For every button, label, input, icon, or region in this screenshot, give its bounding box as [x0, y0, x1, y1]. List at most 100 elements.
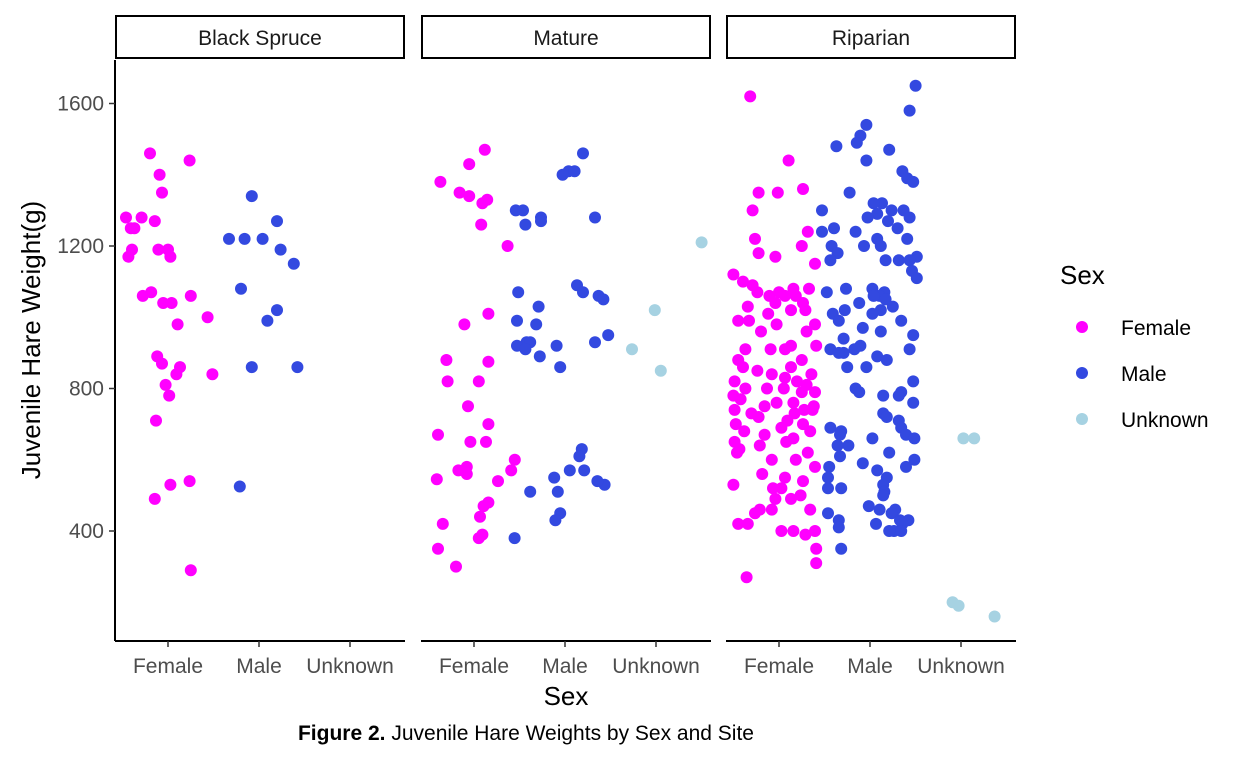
data-point-male	[883, 446, 896, 459]
data-points	[727, 79, 1001, 623]
data-point-male	[853, 386, 866, 399]
data-point-male	[885, 507, 898, 520]
data-point-male	[589, 336, 601, 349]
x-tick-label: Male	[542, 655, 588, 678]
data-point-male	[843, 186, 856, 199]
data-point-male	[554, 361, 567, 374]
data-point-female	[475, 218, 488, 231]
data-point-male	[823, 460, 836, 473]
data-point-male	[883, 143, 896, 156]
data-point-female	[432, 428, 444, 441]
data-point-female	[769, 492, 782, 505]
data-point-female	[728, 375, 741, 388]
data-point-female	[795, 386, 808, 399]
data-point-female	[737, 275, 749, 288]
data-point-female	[758, 428, 771, 441]
data-point-female	[472, 532, 485, 545]
data-point-unknown	[648, 304, 661, 317]
data-point-male	[535, 215, 547, 228]
data-point-female	[152, 243, 165, 256]
data-point-male	[512, 286, 525, 299]
data-point-female	[787, 525, 800, 537]
data-point-female	[501, 240, 514, 252]
y-axis-title: Juvenile Hare Weight(g)	[16, 201, 46, 479]
data-point-female	[201, 311, 214, 324]
data-point-male	[891, 222, 904, 235]
data-point-male	[860, 118, 873, 131]
data-point-male	[835, 482, 848, 495]
data-point-male	[870, 517, 882, 530]
data-point-female	[779, 343, 791, 356]
data-point-female	[136, 289, 149, 302]
data-point-male	[832, 521, 845, 534]
data-point-female	[809, 257, 821, 270]
figure-caption-label: Figure 2.	[297, 722, 386, 745]
data-point-male	[900, 460, 912, 473]
data-point-male	[883, 525, 896, 537]
data-point-female	[741, 517, 754, 530]
data-point-male	[577, 286, 589, 299]
data-point-male	[840, 282, 852, 295]
data-point-female	[789, 453, 802, 466]
data-point-male	[578, 464, 591, 477]
facet-strip-label: Black Spruce	[198, 27, 322, 50]
x-tick-label: Female	[133, 655, 203, 678]
data-point-female	[434, 175, 447, 188]
data-point-male	[874, 325, 887, 338]
data-point-female	[767, 482, 779, 495]
data-point-female	[165, 297, 178, 309]
data-point-female	[775, 525, 788, 537]
data-point-female	[163, 389, 176, 402]
data-point-male	[908, 432, 921, 445]
data-point-female	[752, 247, 765, 260]
data-point-male	[886, 300, 899, 313]
data-point-male	[831, 439, 844, 452]
data-point-male	[909, 79, 922, 92]
data-point-male	[245, 190, 258, 203]
data-point-female	[797, 183, 809, 195]
data-point-male	[867, 197, 880, 210]
x-axis-title: Sex	[544, 681, 589, 711]
data-point-female	[795, 240, 808, 252]
data-point-male	[866, 432, 879, 445]
data-point-male	[892, 254, 905, 267]
data-point-male	[517, 204, 529, 217]
data-point-female	[803, 282, 815, 295]
x-tick-label: Unknown	[917, 655, 1005, 678]
data-point-female	[739, 382, 752, 395]
data-point-female	[492, 475, 504, 488]
data-point-female	[797, 475, 809, 488]
data-point-female	[464, 435, 477, 448]
data-point-female	[480, 435, 492, 448]
data-point-female	[810, 542, 823, 555]
data-point-female	[156, 186, 168, 199]
data-point-female	[478, 143, 491, 156]
data-point-male	[519, 343, 532, 356]
data-point-unknown	[988, 610, 1001, 623]
data-point-male	[550, 339, 563, 352]
y-tick-label: 800	[69, 378, 104, 401]
data-point-male	[832, 346, 845, 359]
data-point-male	[908, 453, 921, 466]
data-point-male	[837, 332, 850, 345]
data-point-male	[895, 314, 908, 327]
legend-label: Male	[1121, 363, 1167, 386]
data-point-male	[871, 207, 884, 220]
data-point-unknown	[654, 364, 667, 377]
data-point-male	[903, 211, 916, 224]
data-point-male	[568, 165, 581, 178]
data-point-female	[476, 197, 489, 210]
data-point-female	[164, 478, 177, 491]
data-point-female	[765, 368, 778, 381]
data-point-male	[602, 329, 615, 342]
data-point-female	[810, 339, 823, 352]
data-point-female	[809, 386, 821, 399]
facet-panels: Black Spruce Female Male Unknown Mature Femal…	[115, 15, 1016, 678]
data-point-male	[880, 354, 893, 366]
data-point-female	[505, 464, 518, 477]
data-point-male	[816, 225, 828, 238]
data-point-female	[809, 525, 821, 537]
data-point-male	[873, 503, 886, 516]
facet-strip-label: Mature	[533, 27, 598, 50]
